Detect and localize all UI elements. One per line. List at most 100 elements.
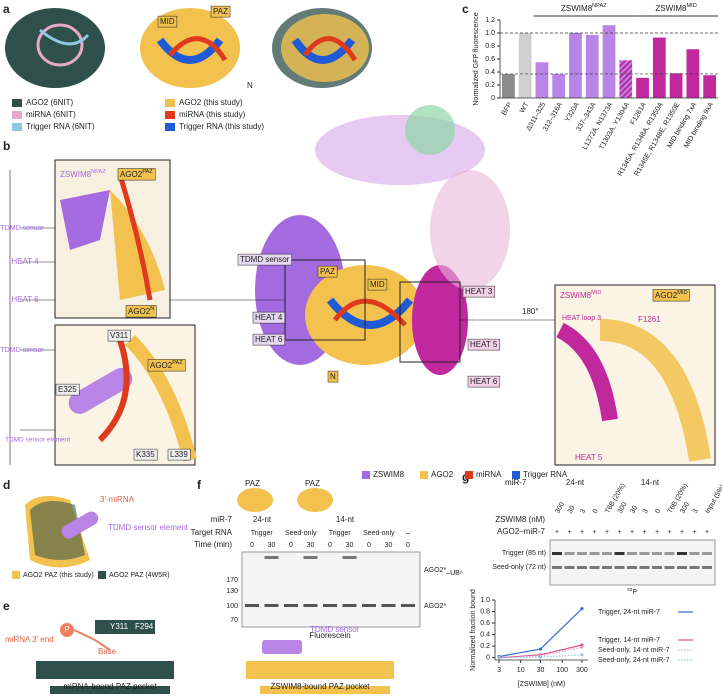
label-part: NPAZ (91, 169, 106, 175)
label: 14-nt (336, 515, 355, 524)
y-axis-label: Normalized fraction bound (470, 589, 477, 671)
label: 30 (629, 505, 639, 515)
label: 3′-miRNA (100, 495, 135, 504)
panel-letter: d (3, 478, 10, 492)
label-part: n (460, 571, 463, 576)
gel-band (614, 552, 625, 555)
gel-band (552, 566, 562, 569)
label: + (705, 529, 709, 536)
legend-label: miRNA (476, 470, 502, 479)
bar (569, 33, 582, 98)
x-tick-label: 3 (497, 667, 501, 674)
label: HEAT 6 (11, 295, 39, 304)
y-tick-label: 1.0 (485, 30, 495, 37)
label: 0 (367, 542, 371, 549)
label: AGO2* (424, 603, 446, 610)
label: 0 (406, 542, 410, 549)
label: miR-7 (211, 515, 233, 524)
legend-label: miRNA (6NIT) (26, 110, 76, 119)
panel-letter: a (3, 2, 10, 16)
group-label: ZSWIM8NPAZ (561, 3, 607, 13)
label: 0 (289, 542, 293, 549)
legend-label: Trigger, 14-nt miR-7 (598, 637, 660, 644)
gel-band (602, 566, 612, 569)
legend-label: AGO2 (this study) (179, 98, 243, 107)
gel-band (589, 552, 600, 555)
legend-label: Seed-only, 14-nt miR-7 (598, 647, 670, 654)
label: 0 (328, 542, 332, 549)
gel-band (564, 566, 575, 569)
label: 130 (226, 588, 238, 595)
x-tick-label: 300 (576, 667, 588, 674)
legend-label: AGO2 PAZ (this study) (23, 572, 94, 579)
label: Base (98, 647, 117, 656)
label: HEAT 6 (470, 377, 498, 386)
label: 0 (654, 508, 662, 515)
x-tick-label: 10 (517, 667, 525, 674)
legend-label: Trigger RNA (523, 470, 568, 479)
label: 3 (642, 508, 650, 515)
label: 30 (567, 505, 577, 515)
label: 3 (579, 508, 587, 515)
label-part: P (632, 589, 637, 596)
structure-b (9, 105, 716, 466)
label-box (317, 265, 338, 278)
gel-band (652, 566, 662, 569)
x-tick-label: Y320A (564, 101, 581, 123)
label-box (252, 311, 286, 324)
y-axis-label: Normalized GFP fluorescence (473, 12, 480, 105)
bar (518, 33, 532, 98)
x-tick-label: 30 (537, 667, 545, 674)
label-box (327, 370, 339, 383)
legend-label: Trigger RNA (6NIT) (26, 122, 95, 131)
label: F294 (135, 622, 154, 631)
label-part: N (150, 306, 154, 312)
label: 0 (592, 508, 600, 515)
label: miRNA 3′ end (5, 635, 54, 644)
label-box (147, 359, 186, 372)
label: HEAT 4 (255, 313, 283, 322)
x-tick-label: F1261A (630, 101, 648, 126)
panel-letter: c (462, 2, 469, 16)
x-axis-label: [ZSWIM8] (nM) (518, 681, 565, 688)
label-part: PAZ (172, 360, 183, 366)
label-box (210, 5, 231, 18)
label: + (680, 529, 684, 536)
label: TDMD sensor (310, 625, 360, 634)
panel-letter: f (197, 478, 202, 492)
point (538, 647, 543, 651)
label: 300 (617, 501, 629, 515)
label-box (467, 375, 501, 388)
gel-band (677, 552, 687, 555)
label: ZSWIM8MID (560, 290, 601, 300)
bar (619, 60, 633, 98)
label: + (617, 529, 621, 536)
label: 300 (554, 501, 566, 515)
label: 30 (346, 542, 354, 549)
label-part: –UB (446, 570, 460, 577)
label: L339 (170, 450, 188, 459)
x-tick-label: 100 (556, 667, 568, 674)
legend-label: Trigger RNA (this study) (179, 122, 264, 131)
point (580, 653, 584, 657)
label: AGO2MID (655, 290, 688, 300)
gel-band (577, 552, 587, 555)
label-part: NPAZ (592, 3, 607, 9)
label-box (252, 333, 286, 346)
gel-band (362, 604, 376, 607)
group-label: ZSWIM8MID (655, 3, 696, 13)
label: AGO2N (128, 306, 154, 316)
y-tick-label: 0.6 (480, 620, 490, 627)
gel-band (323, 604, 337, 607)
label: + (567, 529, 571, 536)
panel-letter: b (3, 139, 10, 153)
pocket-e (36, 620, 394, 694)
label: 30 (268, 542, 276, 549)
gel-band (564, 552, 575, 555)
label: + (630, 529, 634, 536)
y-tick-label: 0.4 (480, 631, 490, 638)
x-tick-label: BFP (501, 101, 514, 117)
label: E325 (58, 385, 77, 394)
gel-band (702, 552, 712, 555)
gel-g (549, 539, 716, 586)
